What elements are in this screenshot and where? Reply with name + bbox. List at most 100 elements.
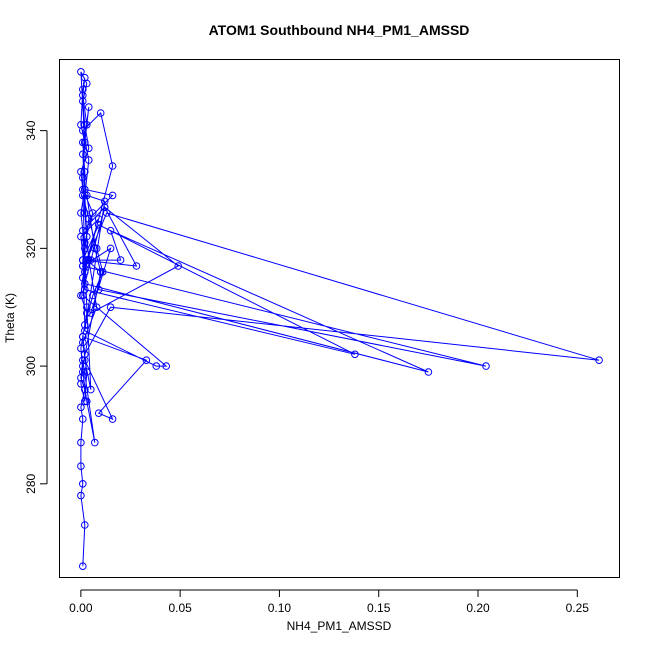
data-point [92, 303, 101, 312]
data-point [79, 138, 87, 147]
data-point [92, 244, 101, 253]
series-layer [77, 68, 603, 571]
y-tick-label: 320 [24, 238, 38, 258]
data-point [100, 197, 109, 206]
data-point [81, 185, 89, 194]
data-point [83, 303, 91, 312]
data-point [77, 438, 85, 447]
data-point [152, 362, 161, 370]
data-point [79, 368, 87, 376]
data-point [79, 226, 87, 235]
data-point [83, 256, 91, 264]
data-point [77, 291, 85, 300]
data-point [142, 356, 151, 365]
data-point [79, 150, 87, 158]
data-point [91, 244, 99, 253]
data-point [87, 256, 95, 264]
data-point [94, 221, 103, 229]
data-point [96, 109, 105, 117]
y-axis: 280 300 320 340 [24, 120, 48, 494]
data-point [81, 73, 89, 82]
data-point [85, 144, 93, 153]
data-point [77, 209, 85, 217]
data-point [424, 368, 433, 376]
data-point [81, 279, 89, 288]
data-point [94, 215, 103, 223]
data-point [83, 368, 91, 376]
data-point [94, 409, 103, 418]
data-point [106, 303, 115, 312]
y-tick-label: 300 [24, 356, 38, 376]
data-point [81, 191, 89, 200]
data-point [89, 291, 97, 300]
x-tick-label: 0.25 [566, 601, 590, 615]
data-point [108, 415, 117, 423]
data-point [595, 356, 603, 365]
data-point [79, 91, 87, 100]
data-point [77, 403, 85, 412]
x-tick-label: 0.15 [367, 601, 391, 615]
data-point [85, 156, 93, 164]
data-point [106, 226, 115, 235]
x-tick-label: 0.00 [69, 601, 93, 615]
data-point [85, 103, 93, 111]
data-point [79, 338, 87, 347]
data-point [79, 415, 87, 423]
data-point [96, 268, 105, 276]
data-point [83, 121, 91, 129]
data-point [162, 362, 170, 370]
data-point [81, 521, 89, 529]
data-point [106, 244, 115, 253]
x-tick-label: 0.05 [168, 601, 192, 615]
data-point [482, 362, 490, 370]
data-point [132, 262, 141, 270]
data-point [81, 138, 89, 147]
data-point [174, 262, 182, 270]
data-point [79, 262, 87, 270]
data-point [81, 350, 89, 359]
data-point [91, 438, 99, 447]
data-point [85, 256, 93, 264]
data-point [77, 121, 85, 129]
data-point [79, 562, 87, 571]
x-tick-label: 0.20 [466, 601, 490, 615]
data-point [98, 268, 107, 276]
data-point [77, 491, 85, 500]
data-point [83, 309, 91, 317]
data-point [81, 385, 89, 394]
data-point [81, 321, 89, 329]
chart-title: ATOM1 Southbound NH4_PM1_AMSSD [209, 22, 470, 38]
data-point [81, 209, 89, 217]
data-point [83, 232, 91, 241]
y-tick-label: 280 [24, 473, 38, 493]
x-tick-label: 0.10 [268, 601, 292, 615]
data-point [79, 332, 87, 341]
y-axis-label: Theta (K) [3, 293, 17, 343]
y-tick-label: 340 [24, 120, 38, 140]
data-point [79, 480, 87, 488]
data-point [85, 215, 93, 223]
x-axis-label: NH4_PM1_AMSSD [287, 619, 392, 633]
data-point [83, 397, 91, 406]
data-point [351, 350, 359, 359]
data-point [77, 462, 85, 471]
data-point [81, 356, 89, 365]
data-point [116, 256, 125, 264]
data-point [79, 256, 87, 264]
x-axis: 0.00 0.05 0.10 0.15 0.20 0.25 [69, 589, 590, 615]
data-point [102, 209, 111, 217]
data-point [77, 68, 85, 76]
data-point [77, 380, 85, 388]
data-point [79, 85, 87, 94]
data-point [87, 385, 95, 394]
data-point [94, 285, 103, 294]
data-point [108, 162, 117, 170]
data-point [89, 209, 97, 217]
data-point [81, 168, 89, 176]
data-point [81, 244, 89, 253]
data-point [79, 97, 87, 105]
data-point [81, 397, 89, 406]
data-point [108, 191, 117, 200]
